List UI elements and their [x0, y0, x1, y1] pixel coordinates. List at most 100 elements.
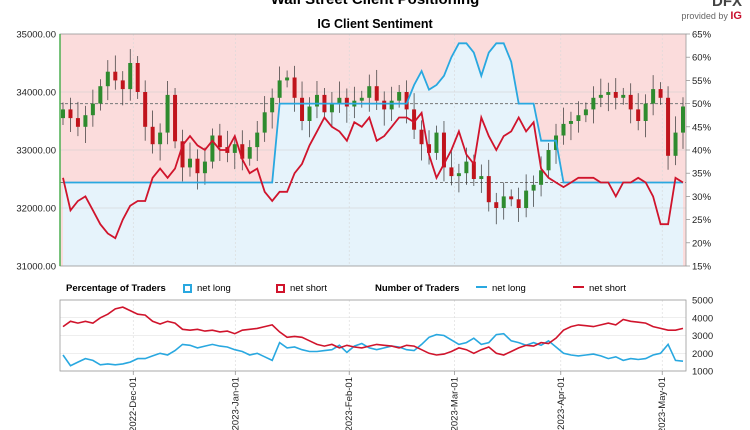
- candle-body: [576, 115, 581, 121]
- net-long-percent-line: [63, 42, 683, 184]
- y-count-tick-label: 5000: [692, 296, 713, 307]
- candle-body: [113, 71, 118, 81]
- candle-body: [651, 89, 656, 104]
- candle-body: [90, 103, 95, 116]
- candle-body: [344, 97, 349, 107]
- candle-body: [210, 135, 215, 162]
- chart-subtitle: IG Client Sentiment: [317, 17, 433, 31]
- candle-body: [135, 63, 140, 92]
- candle-body: [143, 92, 148, 127]
- y-right-tick-label: 40%: [692, 146, 712, 157]
- x-tick-label: 2023-Apr-01: [556, 377, 567, 430]
- legend-pct-long-label: net long: [197, 283, 231, 294]
- candle-body: [636, 109, 641, 121]
- candle-body: [516, 199, 521, 208]
- candle-body: [546, 150, 551, 171]
- candle-body: [658, 89, 663, 98]
- candle-body: [158, 132, 163, 145]
- candle-body: [300, 97, 305, 121]
- net-long-count-line: [62, 332, 684, 367]
- candle-body: [374, 86, 379, 101]
- candle-body: [232, 144, 237, 153]
- legend-pct-short-label: net short: [290, 283, 327, 294]
- legend-pct-long: net long: [183, 283, 231, 294]
- y-count-tick-label: 2000: [692, 349, 713, 360]
- candle-body: [643, 103, 648, 121]
- candle-body: [314, 94, 319, 107]
- candle-body: [389, 100, 394, 110]
- candle-body: [382, 100, 387, 110]
- candle-body: [509, 196, 514, 200]
- legend-pct-title: Percentage of Traders: [66, 283, 166, 294]
- candle-body: [681, 106, 685, 133]
- candle-body: [337, 97, 342, 104]
- net-short-line-icon: [573, 286, 584, 288]
- y-left-tick-label: 33000.00: [16, 146, 56, 157]
- candle-body: [539, 170, 544, 185]
- candle-body: [75, 118, 80, 127]
- candle-body: [217, 135, 222, 148]
- candle-body: [404, 92, 409, 110]
- candle-body: [367, 86, 372, 98]
- candle-body: [673, 132, 678, 156]
- y-right-tick-label: 25%: [692, 215, 712, 226]
- y-right-tick-label: 15%: [692, 262, 712, 273]
- candle-body: [501, 196, 506, 208]
- x-tick-label: 2023-Feb-01: [344, 377, 355, 430]
- candle-body: [561, 123, 566, 136]
- x-tick-label: 2023-May-01: [657, 377, 668, 430]
- candle-body: [240, 144, 245, 159]
- candle-body: [591, 97, 596, 110]
- candle-body: [277, 80, 282, 98]
- candle-body: [397, 92, 402, 101]
- candle-body: [61, 109, 65, 119]
- legend-num-title: Number of Traders: [375, 283, 460, 294]
- y-right-tick-label: 65%: [692, 30, 712, 41]
- candle-body: [464, 161, 469, 174]
- provided-by-text: provided by: [681, 11, 728, 21]
- candle-body: [621, 94, 626, 98]
- candle-body: [98, 86, 103, 104]
- legend-num-short: net short: [573, 283, 626, 294]
- candle-body: [494, 202, 499, 208]
- legend-num-long-label: net long: [492, 283, 526, 294]
- candle-body: [531, 184, 536, 191]
- candle-body: [128, 63, 133, 90]
- net-long-line-icon: [476, 286, 487, 288]
- candle-body: [471, 161, 476, 179]
- candle-body: [419, 129, 424, 145]
- y-right-tick-label: 45%: [692, 122, 712, 133]
- candle-body: [150, 126, 155, 145]
- bottom-plot-frame: [59, 299, 687, 372]
- y-right-tick-label: 20%: [692, 238, 712, 249]
- net-short-percent-line: [62, 110, 684, 240]
- candle-body: [165, 94, 170, 133]
- candle-body: [270, 97, 275, 113]
- y-right-tick-label: 50%: [692, 99, 712, 110]
- candle-body: [195, 158, 200, 174]
- candle-body: [262, 112, 267, 133]
- candle-body: [606, 92, 611, 95]
- candle-body: [202, 161, 207, 174]
- candle-body: [255, 132, 260, 148]
- candle-body: [479, 176, 484, 179]
- candle-body: [120, 80, 125, 90]
- legend-num-long: net long: [476, 283, 526, 294]
- y-count-tick-label: 3000: [692, 331, 713, 342]
- candle-body: [292, 77, 297, 98]
- candle-body: [666, 97, 671, 156]
- y-right-tick-label: 55%: [692, 76, 712, 87]
- candle-body: [105, 71, 110, 87]
- candle-body: [434, 132, 439, 153]
- legend-pct-short: net short: [276, 283, 327, 294]
- y-left-tick-label: 35000.00: [16, 30, 56, 41]
- net-short-count-line: [62, 306, 684, 356]
- candle-body: [359, 97, 364, 101]
- candle-body: [307, 106, 312, 121]
- legend-num-short-label: net short: [589, 283, 626, 294]
- candle-body: [613, 92, 618, 98]
- y-left-tick-label: 32000.00: [16, 204, 56, 215]
- ig-logo: IG: [730, 10, 742, 22]
- candle-body: [486, 176, 491, 203]
- long-region: [63, 43, 683, 266]
